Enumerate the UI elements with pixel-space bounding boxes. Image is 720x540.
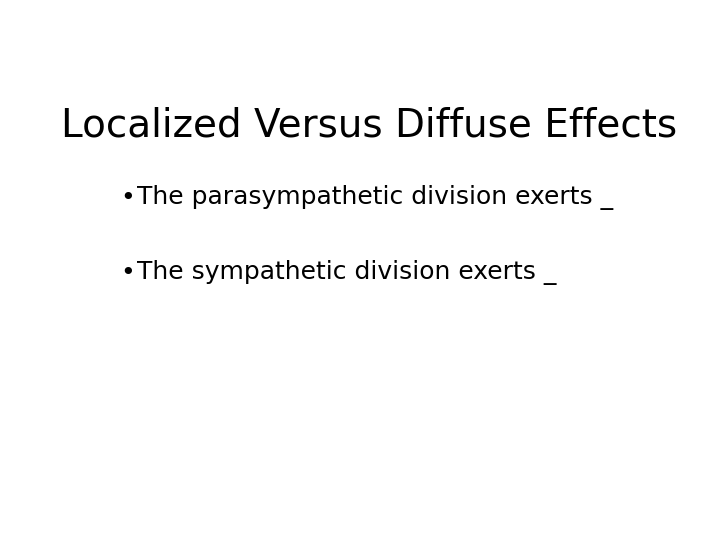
Text: Localized Versus Diffuse Effects: Localized Versus Diffuse Effects <box>61 106 677 144</box>
Text: The parasympathetic division exerts _: The parasympathetic division exerts _ <box>138 185 613 211</box>
Text: •: • <box>121 186 135 210</box>
Text: •: • <box>121 261 135 285</box>
Text: The sympathetic division exerts _: The sympathetic division exerts _ <box>138 260 557 285</box>
